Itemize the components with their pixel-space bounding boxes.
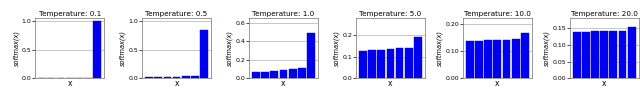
Title: Temperature: 10.0: Temperature: 10.0: [464, 11, 531, 17]
X-axis label: x: x: [495, 79, 500, 88]
Bar: [182, 76, 189, 78]
Bar: [368, 50, 376, 78]
X-axis label: x: x: [67, 79, 72, 88]
Title: Temperature: 20.0: Temperature: 20.0: [571, 11, 637, 17]
Bar: [475, 41, 483, 78]
Bar: [466, 41, 474, 78]
Bar: [484, 40, 492, 78]
Bar: [173, 77, 180, 78]
Y-axis label: softmax(x): softmax(x): [333, 30, 340, 66]
X-axis label: x: x: [174, 79, 179, 88]
Y-axis label: softmax(x): softmax(x): [436, 30, 443, 66]
Bar: [154, 77, 162, 78]
Bar: [298, 68, 306, 78]
Bar: [145, 77, 153, 78]
Bar: [609, 31, 617, 78]
Title: Temperature: 5.0: Temperature: 5.0: [359, 11, 422, 17]
Bar: [521, 33, 529, 78]
Bar: [359, 51, 367, 78]
Bar: [164, 77, 172, 78]
Title: Temperature: 0.5: Temperature: 0.5: [145, 11, 208, 17]
Y-axis label: softmax(x): softmax(x): [227, 30, 233, 66]
Bar: [252, 72, 260, 78]
Bar: [582, 32, 590, 78]
X-axis label: x: x: [388, 79, 393, 88]
X-axis label: x: x: [602, 79, 607, 88]
Bar: [619, 31, 627, 78]
Bar: [502, 40, 510, 78]
Bar: [600, 31, 608, 78]
Y-axis label: softmax(x): softmax(x): [120, 30, 126, 66]
X-axis label: x: x: [281, 79, 285, 88]
Bar: [387, 49, 394, 78]
Bar: [307, 33, 315, 78]
Bar: [289, 69, 296, 78]
Bar: [414, 37, 422, 78]
Title: Temperature: 1.0: Temperature: 1.0: [252, 11, 315, 17]
Bar: [405, 48, 413, 78]
Bar: [512, 39, 520, 78]
Y-axis label: softmax(x): softmax(x): [543, 30, 550, 66]
Bar: [280, 70, 287, 78]
Bar: [191, 76, 199, 78]
Bar: [628, 27, 636, 78]
Bar: [591, 31, 599, 78]
Bar: [378, 50, 385, 78]
Bar: [573, 32, 580, 78]
Bar: [200, 30, 208, 78]
Y-axis label: softmax(x): softmax(x): [13, 30, 19, 66]
Bar: [396, 49, 403, 78]
Bar: [261, 72, 269, 78]
Bar: [493, 40, 501, 78]
Title: Temperature: 0.1: Temperature: 0.1: [38, 11, 101, 17]
Bar: [271, 71, 278, 78]
Bar: [93, 21, 101, 78]
